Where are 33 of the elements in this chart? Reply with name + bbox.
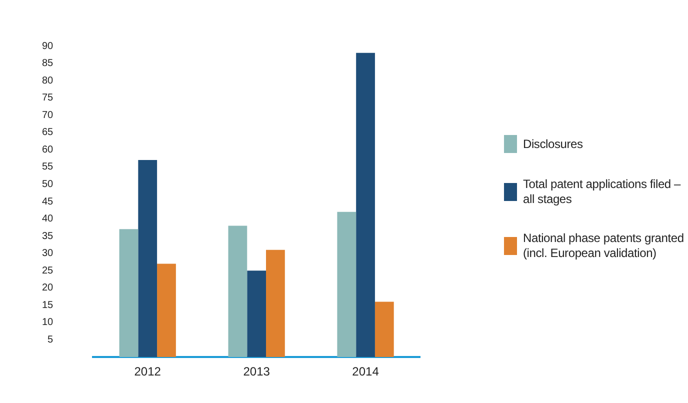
y-tick-label: 35: [42, 230, 54, 242]
bar: [374, 302, 394, 357]
y-tick-label: 10: [42, 317, 54, 328]
x-tick-label: 2014: [352, 364, 380, 379]
bar: [337, 212, 356, 357]
y-tick-label: 70: [42, 110, 54, 121]
y-tick-label: 5: [48, 334, 54, 346]
bar: [228, 226, 248, 357]
x-tick-label: 2013: [243, 364, 270, 379]
bar: [266, 250, 285, 357]
y-tick-label: 85: [42, 58, 54, 70]
bar: [138, 160, 158, 357]
y-tick-label: 55: [42, 162, 54, 173]
y-tick-label: 45: [42, 196, 54, 208]
bar: [119, 229, 138, 357]
y-tick-label: 50: [42, 178, 54, 190]
bar: [247, 270, 266, 357]
y-tick-label: 25: [42, 265, 54, 276]
y-tick-label: 40: [42, 214, 54, 225]
bar: [356, 52, 375, 357]
y-tick-label: 60: [42, 144, 54, 156]
y-tick-label: 90: [42, 40, 54, 52]
y-tick-label: 75: [42, 92, 54, 104]
bar: [157, 264, 176, 357]
x-tick-label: 2012: [134, 364, 162, 379]
legend-label: National phase patents granted (incl. European validation): [523, 231, 684, 261]
legend-label: Total patent applications filed – all stages: [523, 177, 682, 207]
y-tick-label: 15: [42, 300, 54, 311]
y-tick-label: 30: [42, 248, 54, 260]
y-tick-label: 20: [42, 282, 54, 294]
legend-label: Disclosures: [523, 136, 583, 152]
y-tick-label: 65: [42, 127, 54, 138]
y-tick-label: 80: [42, 75, 54, 86]
